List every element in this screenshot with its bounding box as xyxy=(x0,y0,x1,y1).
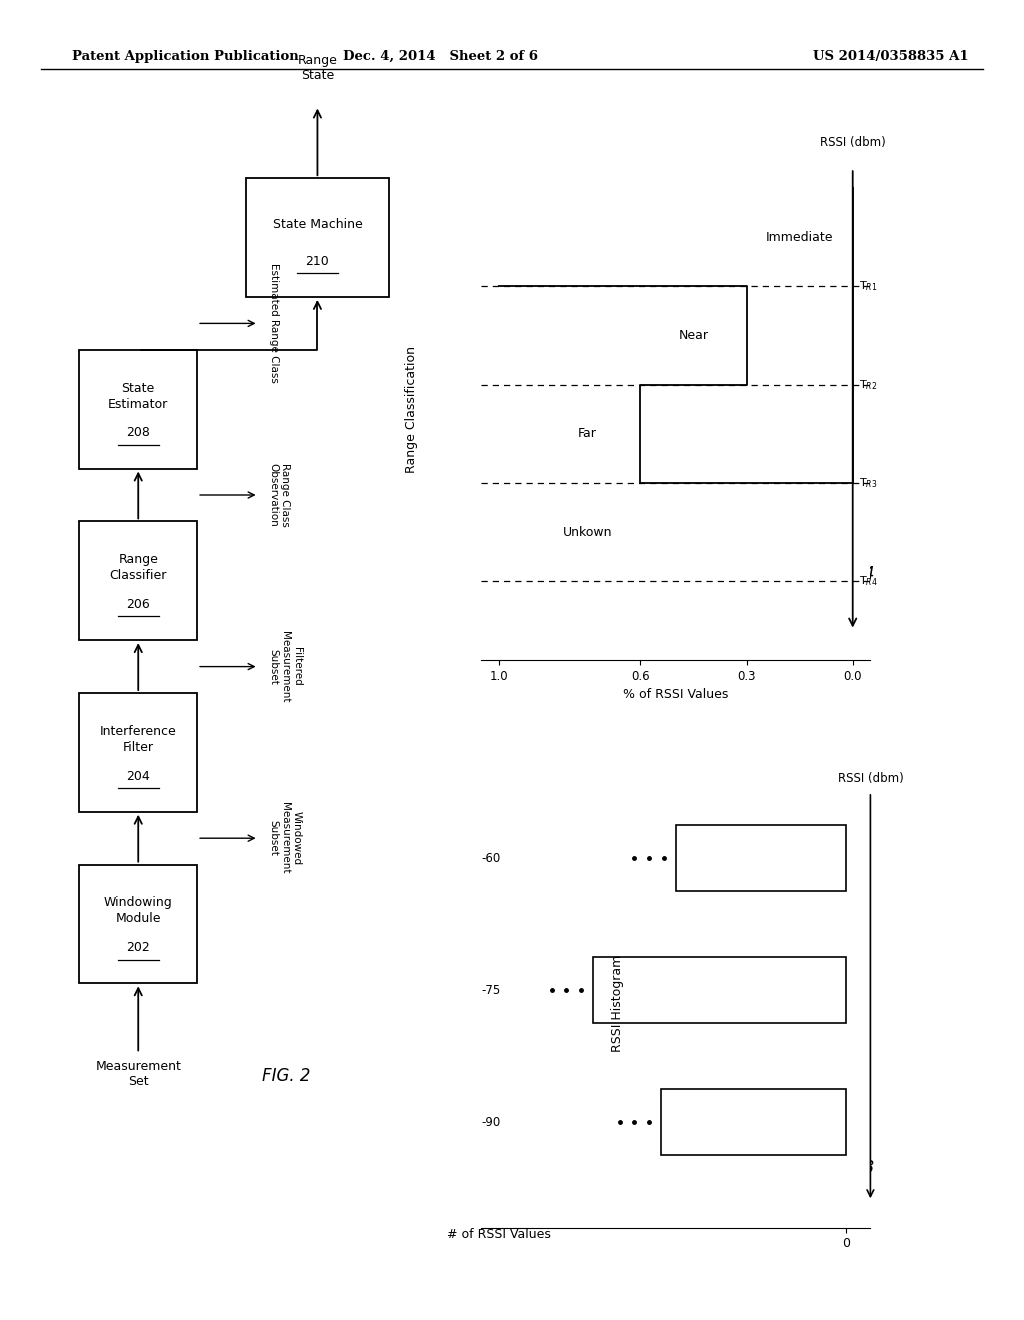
Text: Patent Application Publication: Patent Application Publication xyxy=(72,50,298,63)
Bar xyxy=(80,693,197,812)
Text: RSSI (dbm): RSSI (dbm) xyxy=(838,772,903,785)
Text: Range Class
Observation: Range Class Observation xyxy=(268,463,291,527)
Bar xyxy=(80,521,197,640)
Text: # of RSSI Values: # of RSSI Values xyxy=(447,1228,551,1241)
Text: State
Estimator: State Estimator xyxy=(109,381,168,411)
Text: Range
State: Range State xyxy=(298,54,337,82)
Text: Measurement
Set: Measurement Set xyxy=(95,1060,181,1088)
Text: Estimated Range Class: Estimated Range Class xyxy=(268,264,279,383)
Text: Immediate: Immediate xyxy=(766,231,834,244)
Text: Dec. 4, 2014   Sheet 2 of 6: Dec. 4, 2014 Sheet 2 of 6 xyxy=(343,50,538,63)
Text: 210: 210 xyxy=(305,255,330,268)
Text: Filtered
Measurement
Subset: Filtered Measurement Subset xyxy=(268,631,302,702)
X-axis label: % of RSSI Values: % of RSSI Values xyxy=(624,688,728,701)
Text: RSSI (dbm): RSSI (dbm) xyxy=(820,136,886,149)
Text: RSSI Histogram: RSSI Histogram xyxy=(611,954,624,1052)
Bar xyxy=(593,957,846,1023)
Bar xyxy=(80,865,197,983)
Text: -T$_{R1}$: -T$_{R1}$ xyxy=(855,280,878,293)
Text: -75: -75 xyxy=(481,983,501,997)
Text: 208: 208 xyxy=(126,426,151,440)
Text: Range
Classifier: Range Classifier xyxy=(110,553,167,582)
Text: 204: 204 xyxy=(126,770,151,783)
Text: Near: Near xyxy=(679,329,709,342)
Text: Windowing
Module: Windowing Module xyxy=(103,896,173,925)
Text: FIG. 4: FIG. 4 xyxy=(825,565,874,583)
Text: Range Classification: Range Classification xyxy=(404,346,418,473)
Bar xyxy=(246,178,389,297)
Bar xyxy=(80,350,197,469)
Bar xyxy=(662,1089,846,1155)
Text: -60: -60 xyxy=(481,851,501,865)
Text: -90: -90 xyxy=(481,1115,501,1129)
Text: 202: 202 xyxy=(126,941,151,954)
Text: US 2014/0358835 A1: US 2014/0358835 A1 xyxy=(813,50,969,63)
Text: Interference
Filter: Interference Filter xyxy=(100,725,176,754)
Text: Unkown: Unkown xyxy=(562,525,612,539)
Text: -T$_{R2}$: -T$_{R2}$ xyxy=(855,378,878,392)
Text: Windowed
Measurement
Subset: Windowed Measurement Subset xyxy=(268,803,302,874)
Text: -T$_{R4}$: -T$_{R4}$ xyxy=(855,574,878,589)
Text: FIG. 2: FIG. 2 xyxy=(262,1067,311,1085)
Text: 206: 206 xyxy=(126,598,151,611)
Text: Far: Far xyxy=(578,428,597,441)
Text: State Machine: State Machine xyxy=(272,218,362,231)
Bar xyxy=(676,825,846,891)
Text: FIG. 3: FIG. 3 xyxy=(825,1159,874,1177)
Text: -T$_{R3}$: -T$_{R3}$ xyxy=(855,477,878,490)
